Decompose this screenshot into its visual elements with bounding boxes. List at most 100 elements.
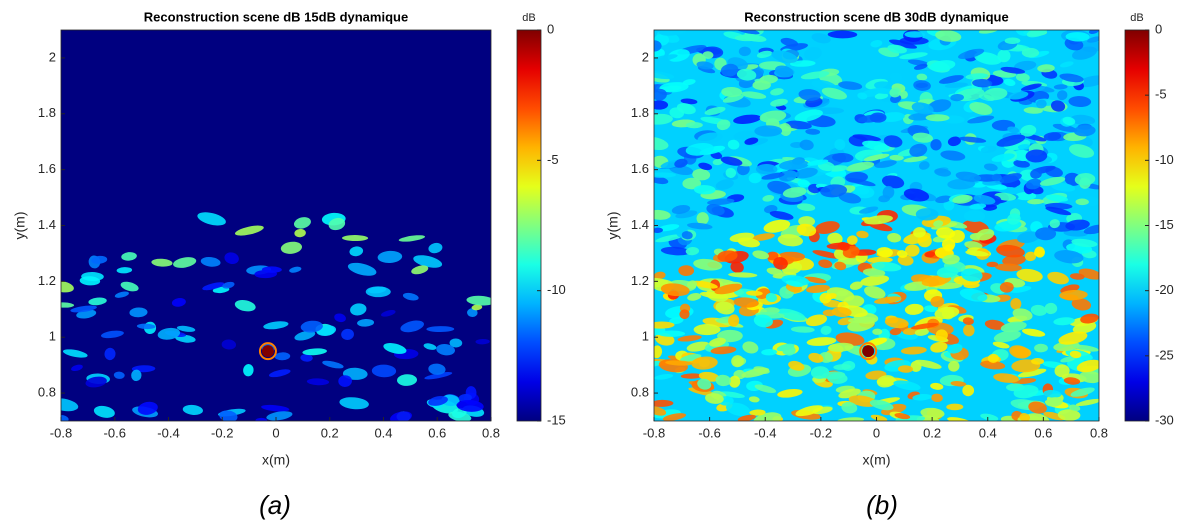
field-blob (294, 228, 306, 238)
field-blob (687, 222, 713, 230)
field-blob (659, 30, 687, 36)
field-blob (338, 375, 352, 387)
field-blob (715, 179, 734, 190)
field-blob (686, 341, 710, 352)
field-blob (984, 319, 1006, 330)
field-blob (1063, 229, 1089, 237)
field-blob (294, 330, 316, 341)
field-blob (935, 329, 948, 341)
field-blob (322, 360, 344, 369)
field-blob (61, 302, 75, 308)
field-blob (293, 217, 311, 229)
field-blob (876, 375, 896, 388)
field-blob (819, 292, 832, 304)
x-axis-label: x(m) (262, 452, 290, 468)
field-blob (914, 63, 928, 70)
field-blob (996, 134, 1026, 147)
field-blob (685, 246, 700, 256)
heatmap-field (654, 30, 1099, 421)
field-blob (222, 281, 235, 289)
field-blob (120, 281, 139, 292)
field-blob (770, 88, 784, 96)
y-axis-label: y(m) (12, 212, 28, 240)
field-blob (924, 305, 938, 313)
colorbar-tick-label: -30 (1155, 412, 1174, 427)
field-peak-halo (258, 342, 277, 361)
field-blob (773, 256, 788, 270)
field-blob (957, 48, 985, 59)
field-blob (720, 63, 739, 77)
field-blob (390, 411, 412, 421)
field-blob (972, 78, 993, 88)
field-blob (999, 281, 1014, 293)
field-blob (1036, 99, 1047, 109)
field-blob (944, 82, 968, 88)
field-blob (1045, 206, 1072, 216)
field-blob (1017, 231, 1040, 244)
field-blob (962, 317, 974, 325)
y-tick-label: 1.4 (38, 217, 56, 232)
field-blob (973, 194, 996, 205)
field-blob (371, 364, 397, 378)
field-blob (654, 70, 675, 80)
field-blob (423, 343, 437, 350)
field-blob (915, 208, 939, 221)
field-blob (918, 161, 930, 170)
field-blob (948, 360, 960, 372)
field-blob (100, 330, 124, 339)
field-blob (751, 233, 775, 241)
field-blob (727, 139, 740, 150)
field-blob (821, 87, 847, 100)
field-blob (924, 251, 936, 258)
x-tick-label: -0.2 (211, 425, 233, 440)
field-blob (685, 121, 703, 129)
field-blob (1065, 219, 1090, 231)
field-blob (834, 261, 847, 271)
field-blob (1021, 47, 1040, 58)
field-blob (838, 192, 862, 204)
field-blob (1037, 64, 1055, 73)
field-blob (1030, 169, 1042, 179)
field-blob (234, 300, 256, 312)
field-blob (876, 247, 893, 258)
field-blob (869, 399, 894, 411)
field-blob (1013, 160, 1030, 168)
field-blob (831, 307, 852, 318)
field-blob (883, 135, 903, 148)
field-blob (715, 374, 732, 387)
colorbar-tick-label: 0 (1155, 21, 1162, 36)
field-blob (955, 171, 982, 182)
field-blob (121, 252, 137, 261)
field-blob (654, 345, 663, 359)
field-blob (466, 295, 491, 306)
field-blob (749, 409, 766, 416)
field-blob (785, 120, 812, 130)
field-blob (766, 267, 783, 276)
field-blob (864, 285, 886, 299)
field-blob (1033, 248, 1045, 257)
field-blob (889, 328, 902, 336)
field-blob (987, 353, 999, 363)
field-blob (733, 130, 756, 140)
field-blob (779, 123, 792, 136)
field-blob (725, 402, 751, 417)
field-blob (1050, 100, 1066, 112)
field-blob (798, 89, 821, 101)
field-blob (763, 219, 791, 233)
field-blob (654, 321, 675, 329)
colorbar-tick-label: -25 (1155, 347, 1174, 362)
field-blob (1065, 32, 1090, 42)
field-blob (755, 164, 778, 175)
field-blob (266, 411, 293, 421)
field-blob (357, 318, 375, 327)
x-tick-label: -0.6 (698, 425, 720, 440)
field-blob (151, 258, 173, 267)
field-blob (693, 324, 721, 336)
field-blob (397, 374, 418, 386)
field-blob (978, 30, 999, 34)
y-tick-label: 1.6 (631, 161, 649, 176)
field-blob (720, 156, 743, 166)
field-blob (832, 152, 854, 163)
field-blob (889, 87, 902, 98)
field-blob (913, 80, 931, 91)
